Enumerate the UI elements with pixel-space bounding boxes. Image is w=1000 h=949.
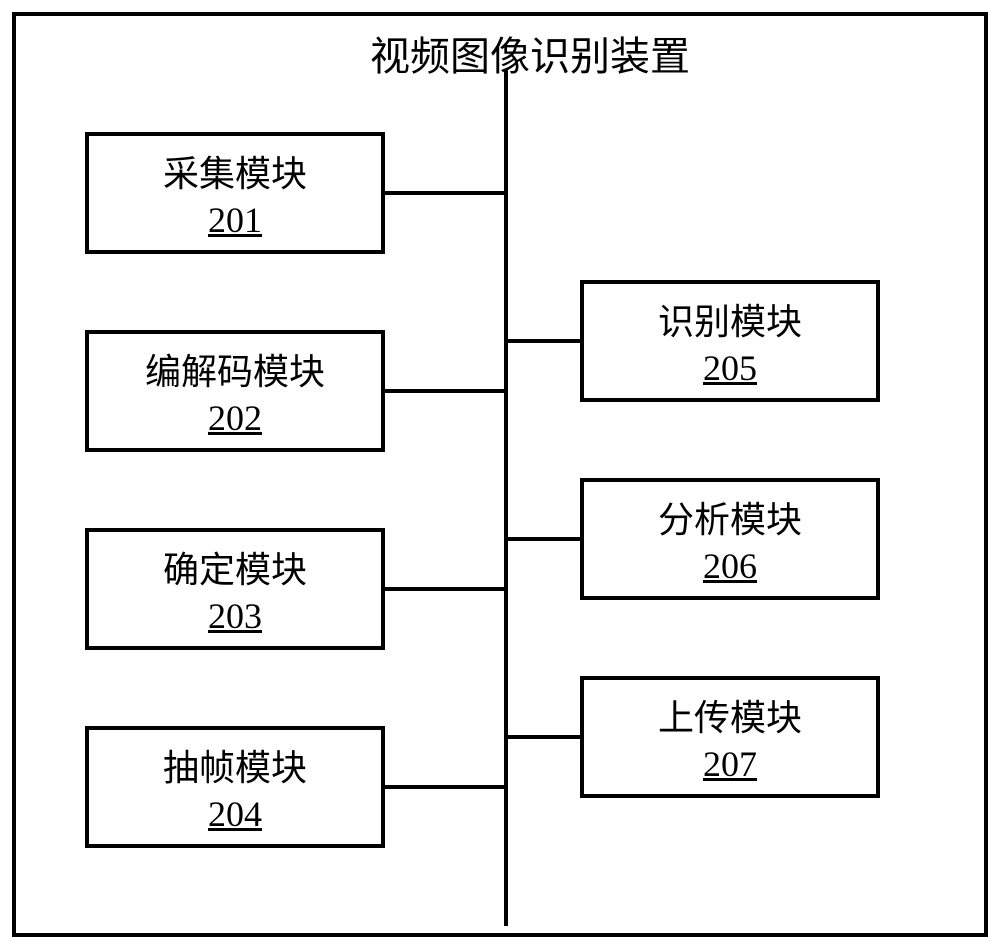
center-vertical-line	[504, 70, 508, 926]
module-number: 205	[703, 347, 757, 389]
module-label: 抽帧模块	[163, 739, 307, 791]
module-label: 上传模块	[658, 689, 802, 741]
module-label: 编解码模块	[145, 343, 325, 395]
module-207: 上传模块207	[580, 676, 880, 798]
module-number: 201	[208, 199, 262, 241]
module-label: 识别模块	[658, 293, 802, 345]
module-205: 识别模块205	[580, 280, 880, 402]
connector-line	[385, 785, 505, 789]
module-number: 207	[703, 743, 757, 785]
module-label: 采集模块	[163, 145, 307, 197]
module-206: 分析模块206	[580, 478, 880, 600]
module-number: 203	[208, 595, 262, 637]
connector-line	[506, 735, 582, 739]
module-number: 202	[208, 397, 262, 439]
diagram-title: 视频图像识别装置	[340, 24, 720, 82]
module-label: 确定模块	[163, 541, 307, 593]
connector-line	[506, 339, 582, 343]
connector-line	[385, 191, 505, 195]
module-203: 确定模块203	[85, 528, 385, 650]
module-label: 分析模块	[658, 491, 802, 543]
connector-line	[385, 389, 505, 393]
connector-line	[385, 587, 505, 591]
module-202: 编解码模块202	[85, 330, 385, 452]
connector-line	[506, 537, 582, 541]
module-204: 抽帧模块204	[85, 726, 385, 848]
module-number: 206	[703, 545, 757, 587]
module-number: 204	[208, 793, 262, 835]
module-201: 采集模块201	[85, 132, 385, 254]
